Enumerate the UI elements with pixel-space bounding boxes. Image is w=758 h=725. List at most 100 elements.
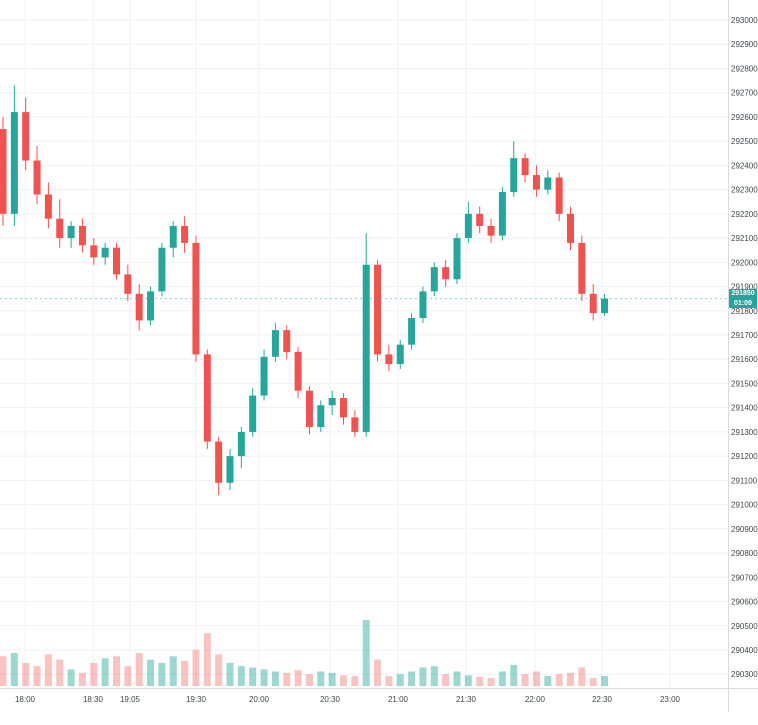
price-tick-label: 290600 xyxy=(731,598,758,607)
volume-bar xyxy=(487,678,495,686)
volume-bar xyxy=(22,662,30,686)
volume-bar xyxy=(113,656,120,686)
volume-bar xyxy=(532,671,540,686)
candle-body xyxy=(22,112,30,161)
volume-bar xyxy=(147,659,155,686)
volume-bar xyxy=(237,666,245,686)
candle-body xyxy=(351,417,359,432)
volume-bar xyxy=(328,672,336,686)
volume-bar xyxy=(396,674,404,686)
last-price-value: 291850 xyxy=(731,290,755,298)
time-tick-label: 18:00 xyxy=(15,695,36,704)
volume-bar xyxy=(158,662,166,686)
volume-bar xyxy=(351,676,359,686)
price-tick-label: 291300 xyxy=(731,428,758,437)
price-tick-label: 291400 xyxy=(731,404,758,413)
volume-bar xyxy=(0,656,7,686)
candle-body xyxy=(271,330,279,357)
bar-countdown: 01:09 xyxy=(734,299,752,307)
price-tick-label: 292900 xyxy=(731,40,758,49)
candle-body xyxy=(44,194,52,219)
candle-body xyxy=(294,351,302,391)
volume-bar xyxy=(317,671,325,686)
candle-body xyxy=(408,318,416,345)
price-tick-label: 292200 xyxy=(731,210,758,219)
price-tick-label: 290700 xyxy=(731,573,758,582)
candle-body xyxy=(464,213,472,239)
volume-bar xyxy=(169,656,177,686)
volume-bar xyxy=(464,675,472,686)
candle-body xyxy=(328,397,336,406)
price-tick-label: 292700 xyxy=(731,89,758,98)
time-tick-label: 19:30 xyxy=(186,695,207,704)
volume-bar xyxy=(215,654,223,686)
candle-body xyxy=(283,330,291,352)
candle-body xyxy=(589,293,597,314)
price-tick-label: 291600 xyxy=(731,355,758,364)
candle-body xyxy=(124,274,132,294)
candle-body xyxy=(476,213,484,226)
time-tick-label: 21:00 xyxy=(388,695,409,704)
time-tick-label: 22:00 xyxy=(525,695,546,704)
candle-body xyxy=(33,160,41,195)
candle-body xyxy=(56,218,64,239)
candle-body xyxy=(181,225,189,243)
volume-bar xyxy=(340,675,347,686)
price-tick-label: 291900 xyxy=(731,283,758,292)
volume-bar xyxy=(192,649,200,686)
price-tick-label: 292500 xyxy=(731,137,758,146)
candle-body xyxy=(396,344,404,365)
price-tick-label: 292800 xyxy=(731,64,758,73)
candle-body xyxy=(226,456,234,483)
volume-bars xyxy=(0,620,609,686)
volume-bar xyxy=(260,669,268,686)
time-tick-label: 20:30 xyxy=(320,695,341,704)
candle-body xyxy=(101,247,109,258)
volume-bar xyxy=(510,664,518,686)
candle-body xyxy=(567,213,574,243)
volume-bar xyxy=(271,671,279,686)
candle-body xyxy=(362,264,370,432)
candle-body xyxy=(260,356,268,396)
candle-body xyxy=(169,225,177,248)
candle-body xyxy=(453,238,461,280)
volume-bar xyxy=(362,620,370,686)
price-axis-labels[interactable]: 293000 292900 292800 292700 292600 292500 2924… xyxy=(731,16,758,679)
candle-body xyxy=(67,225,75,239)
price-tick-label: 292600 xyxy=(731,113,758,122)
volume-bar xyxy=(430,666,438,686)
price-tick-label: 292300 xyxy=(731,186,758,195)
price-tick-label: 290400 xyxy=(731,646,758,655)
candle-body xyxy=(601,298,609,314)
price-tick-label: 290900 xyxy=(731,525,758,534)
candle-body xyxy=(10,112,18,214)
price-tick-label: 291800 xyxy=(731,307,758,316)
volume-bar xyxy=(453,671,461,686)
candle-body xyxy=(442,267,450,280)
candle-body xyxy=(521,158,529,176)
volume-bar xyxy=(249,667,257,686)
time-tick-label: 21:30 xyxy=(456,695,477,704)
candles[interactable] xyxy=(0,85,609,495)
candle-body xyxy=(215,441,223,483)
candle-body xyxy=(510,158,518,193)
candle-body xyxy=(237,431,245,457)
volume-bar xyxy=(374,659,382,686)
price-tick-label: 290300 xyxy=(731,670,758,679)
volume-bar xyxy=(226,662,234,686)
price-tick-label: 293000 xyxy=(731,16,758,25)
volume-bar xyxy=(56,659,64,686)
candle-body xyxy=(578,242,586,294)
candle-body xyxy=(158,247,166,292)
candle-body xyxy=(317,405,325,428)
time-axis-labels[interactable]: 18:00 18:30 19:05 19:30 20:00 20:30 21:00 21:30… xyxy=(15,695,681,704)
volume-bar xyxy=(385,676,393,686)
candle-body xyxy=(487,225,495,236)
volume-bar xyxy=(442,674,450,686)
volume-bar xyxy=(408,671,416,686)
volume-bar xyxy=(578,667,586,686)
candle-body xyxy=(0,129,7,214)
volume-bar xyxy=(567,672,574,686)
